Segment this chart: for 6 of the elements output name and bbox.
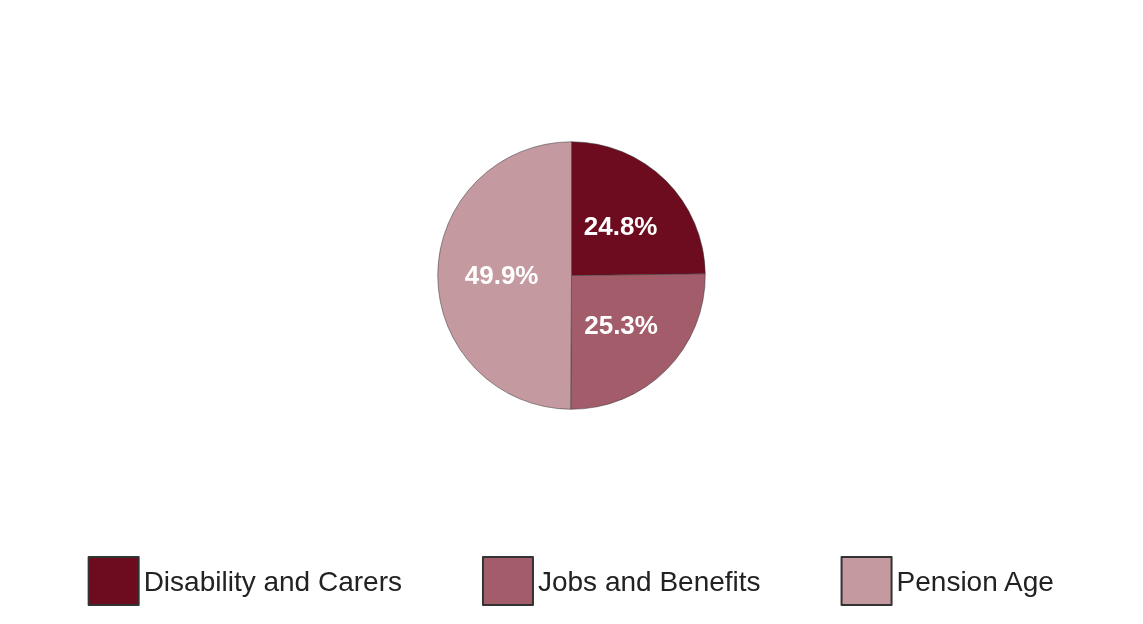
data-label: 24.8%: [583, 210, 658, 241]
legend-label: Disability and Carers: [143, 565, 402, 597]
data-label: 25.3%: [584, 309, 658, 340]
data-label: 49.9%: [464, 260, 539, 291]
legend-label: Jobs and Benefits: [537, 565, 761, 597]
legend-label: Pension Age: [896, 565, 1054, 597]
